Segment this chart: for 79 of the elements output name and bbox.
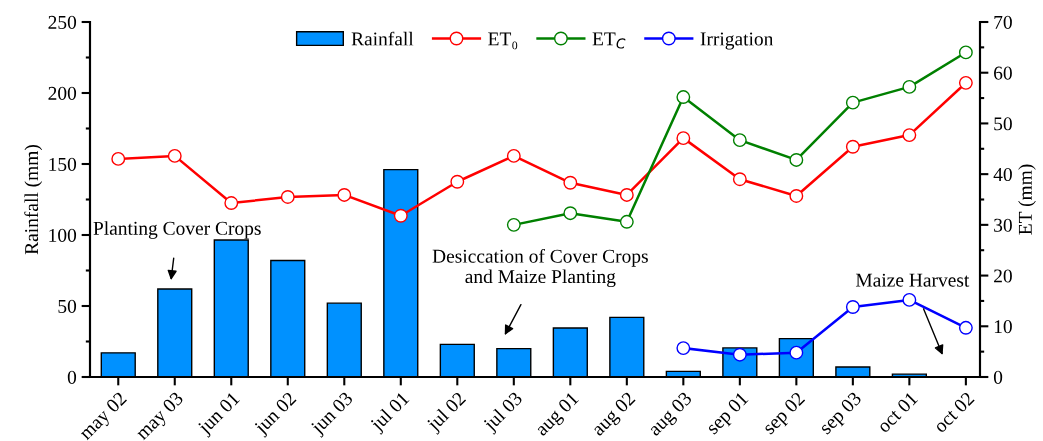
y2-tick-label: 50 [994, 117, 1012, 131]
bar [100, 352, 136, 377]
x-tick-label: may 03 [134, 391, 187, 441]
point [902, 128, 917, 143]
annotation: Maize Harvest [855, 273, 970, 287]
y2-axis-title: ET (mm) [1018, 164, 1036, 235]
y2-tick-label: 30 [994, 218, 1012, 232]
y2-tick-label: 60 [994, 66, 1012, 80]
point [111, 151, 126, 166]
y-axis-title: Rainfall (mm) [24, 145, 43, 255]
point [958, 75, 973, 90]
y-tick-label: 150 [49, 157, 77, 171]
y2-tick-label: 40 [993, 167, 1012, 182]
point [619, 187, 634, 202]
bar [835, 366, 871, 377]
point [563, 206, 578, 221]
point [676, 341, 691, 356]
point [619, 214, 634, 229]
y-tick-label: 200 [48, 86, 77, 100]
point [789, 189, 804, 203]
legend-label: ET$_{C}$ [592, 32, 626, 49]
point [506, 217, 521, 232]
x-tick-label: may 02 [78, 391, 130, 441]
x-tick-label: sep 01 [705, 391, 752, 438]
x-tick-label: sep 02 [761, 391, 809, 438]
bar [270, 259, 306, 377]
annotation: Desiccation of Cover Crops and Maize Planting [432, 248, 648, 288]
point [902, 79, 917, 94]
bar [157, 288, 193, 377]
point [676, 90, 691, 105]
x-tick-label: jun 03 [309, 391, 357, 438]
legend-label: ET₀ [488, 32, 518, 50]
point [958, 45, 973, 60]
x-tick-label: sep 03 [818, 391, 865, 438]
bar [496, 347, 532, 377]
x-tick-label: jul 02 [425, 390, 470, 435]
point [732, 172, 747, 187]
x-tick-label: jul 03 [481, 390, 526, 435]
point [789, 152, 804, 167]
bar [213, 239, 249, 377]
legend-label: Irrigation [700, 32, 774, 50]
point [393, 208, 408, 223]
point [958, 320, 973, 335]
bar [552, 327, 588, 377]
y-tick-label: 50 [58, 299, 77, 313]
y2-tick-label: 20 [994, 269, 1012, 283]
y2-tick-label: 0 [993, 370, 1003, 384]
annotation: Planting Cover Crops [93, 221, 261, 239]
y-tick-label: 100 [49, 228, 77, 242]
bar [609, 316, 645, 377]
point [845, 95, 860, 110]
bar [326, 302, 362, 377]
point [845, 139, 860, 154]
point [280, 190, 295, 204]
x-tick-label: jun 01 [196, 391, 243, 438]
legend-label: Rainfall [351, 31, 414, 46]
x-tick-label: oct 02 [932, 391, 975, 434]
point [506, 148, 521, 163]
point [450, 174, 465, 189]
point [563, 175, 578, 190]
x-tick-label: jun 02 [253, 391, 300, 438]
x-tick-label: aug 03 [647, 391, 696, 440]
x-tick-label: oct 01 [876, 391, 919, 434]
point [337, 187, 352, 202]
point [676, 131, 691, 146]
point [224, 196, 239, 210]
point [732, 133, 747, 148]
y2-tick-label: 10 [994, 320, 1012, 334]
point [902, 292, 917, 307]
x-tick-label: aug 02 [590, 391, 639, 440]
y-tick-label: 250 [48, 15, 77, 29]
bar [439, 343, 475, 377]
y-tick-label: 0 [67, 370, 77, 384]
bar [383, 168, 419, 377]
point [845, 300, 860, 314]
point [167, 148, 182, 163]
y2-tick-label: 70 [994, 15, 1012, 29]
x-tick-label: jul 01 [368, 391, 413, 435]
x-tick-label: aug 01 [534, 391, 582, 440]
